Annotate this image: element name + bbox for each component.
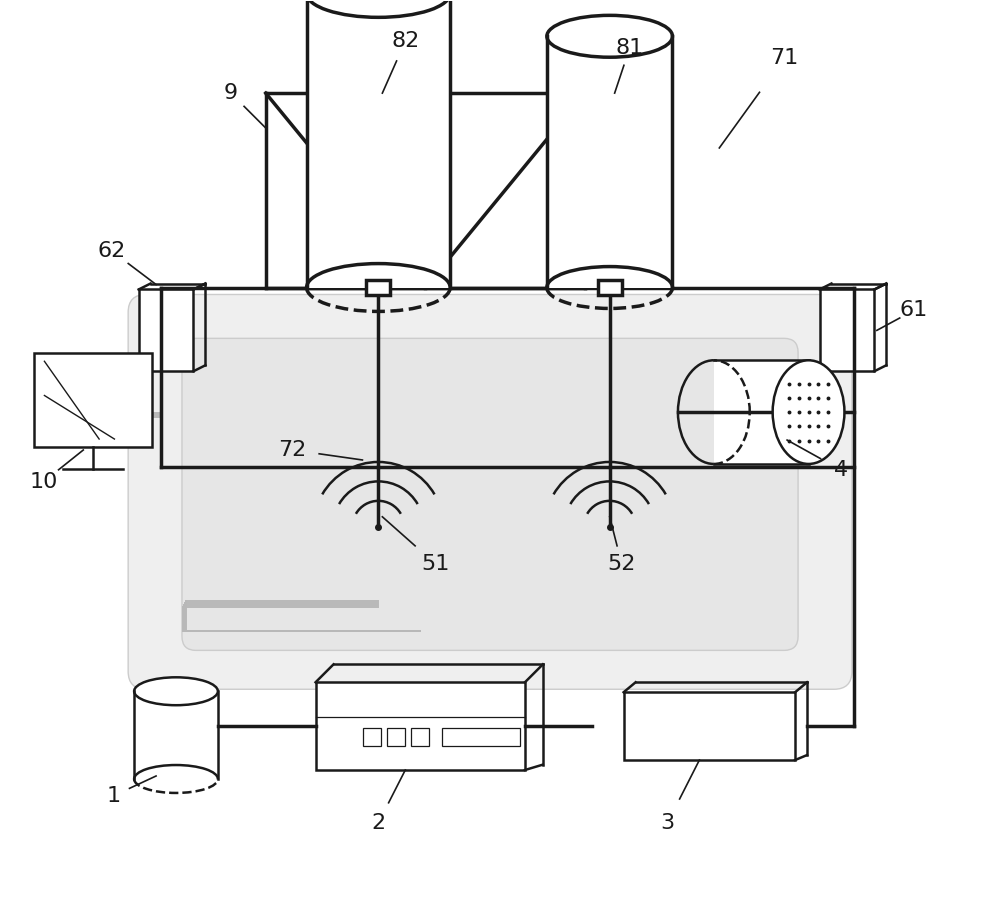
Ellipse shape bbox=[547, 15, 672, 57]
Polygon shape bbox=[134, 691, 218, 779]
Ellipse shape bbox=[773, 360, 844, 464]
FancyBboxPatch shape bbox=[182, 338, 798, 650]
Polygon shape bbox=[411, 728, 429, 746]
Polygon shape bbox=[442, 728, 520, 746]
Ellipse shape bbox=[134, 677, 218, 705]
Text: 3: 3 bbox=[660, 813, 675, 833]
Text: 52: 52 bbox=[607, 554, 636, 574]
Polygon shape bbox=[316, 682, 525, 770]
Ellipse shape bbox=[307, 0, 450, 17]
Text: 51: 51 bbox=[421, 554, 449, 574]
Text: 81: 81 bbox=[615, 38, 644, 59]
Polygon shape bbox=[598, 281, 622, 295]
Text: 72: 72 bbox=[279, 440, 307, 460]
Polygon shape bbox=[714, 360, 809, 464]
Text: 9: 9 bbox=[224, 83, 238, 103]
FancyBboxPatch shape bbox=[128, 294, 852, 689]
Polygon shape bbox=[624, 692, 795, 760]
Polygon shape bbox=[307, 0, 450, 288]
Polygon shape bbox=[34, 354, 152, 447]
Text: 1: 1 bbox=[106, 786, 120, 805]
Text: 62: 62 bbox=[97, 241, 125, 261]
Polygon shape bbox=[820, 290, 874, 372]
Text: 10: 10 bbox=[29, 472, 58, 492]
Polygon shape bbox=[366, 281, 390, 295]
Polygon shape bbox=[363, 728, 381, 746]
Polygon shape bbox=[139, 290, 193, 372]
Polygon shape bbox=[387, 728, 405, 746]
Text: 82: 82 bbox=[391, 32, 419, 51]
Text: 61: 61 bbox=[900, 300, 928, 320]
Text: 2: 2 bbox=[371, 813, 385, 833]
Text: 71: 71 bbox=[770, 48, 798, 69]
Polygon shape bbox=[547, 36, 672, 288]
Text: 4: 4 bbox=[834, 460, 848, 480]
